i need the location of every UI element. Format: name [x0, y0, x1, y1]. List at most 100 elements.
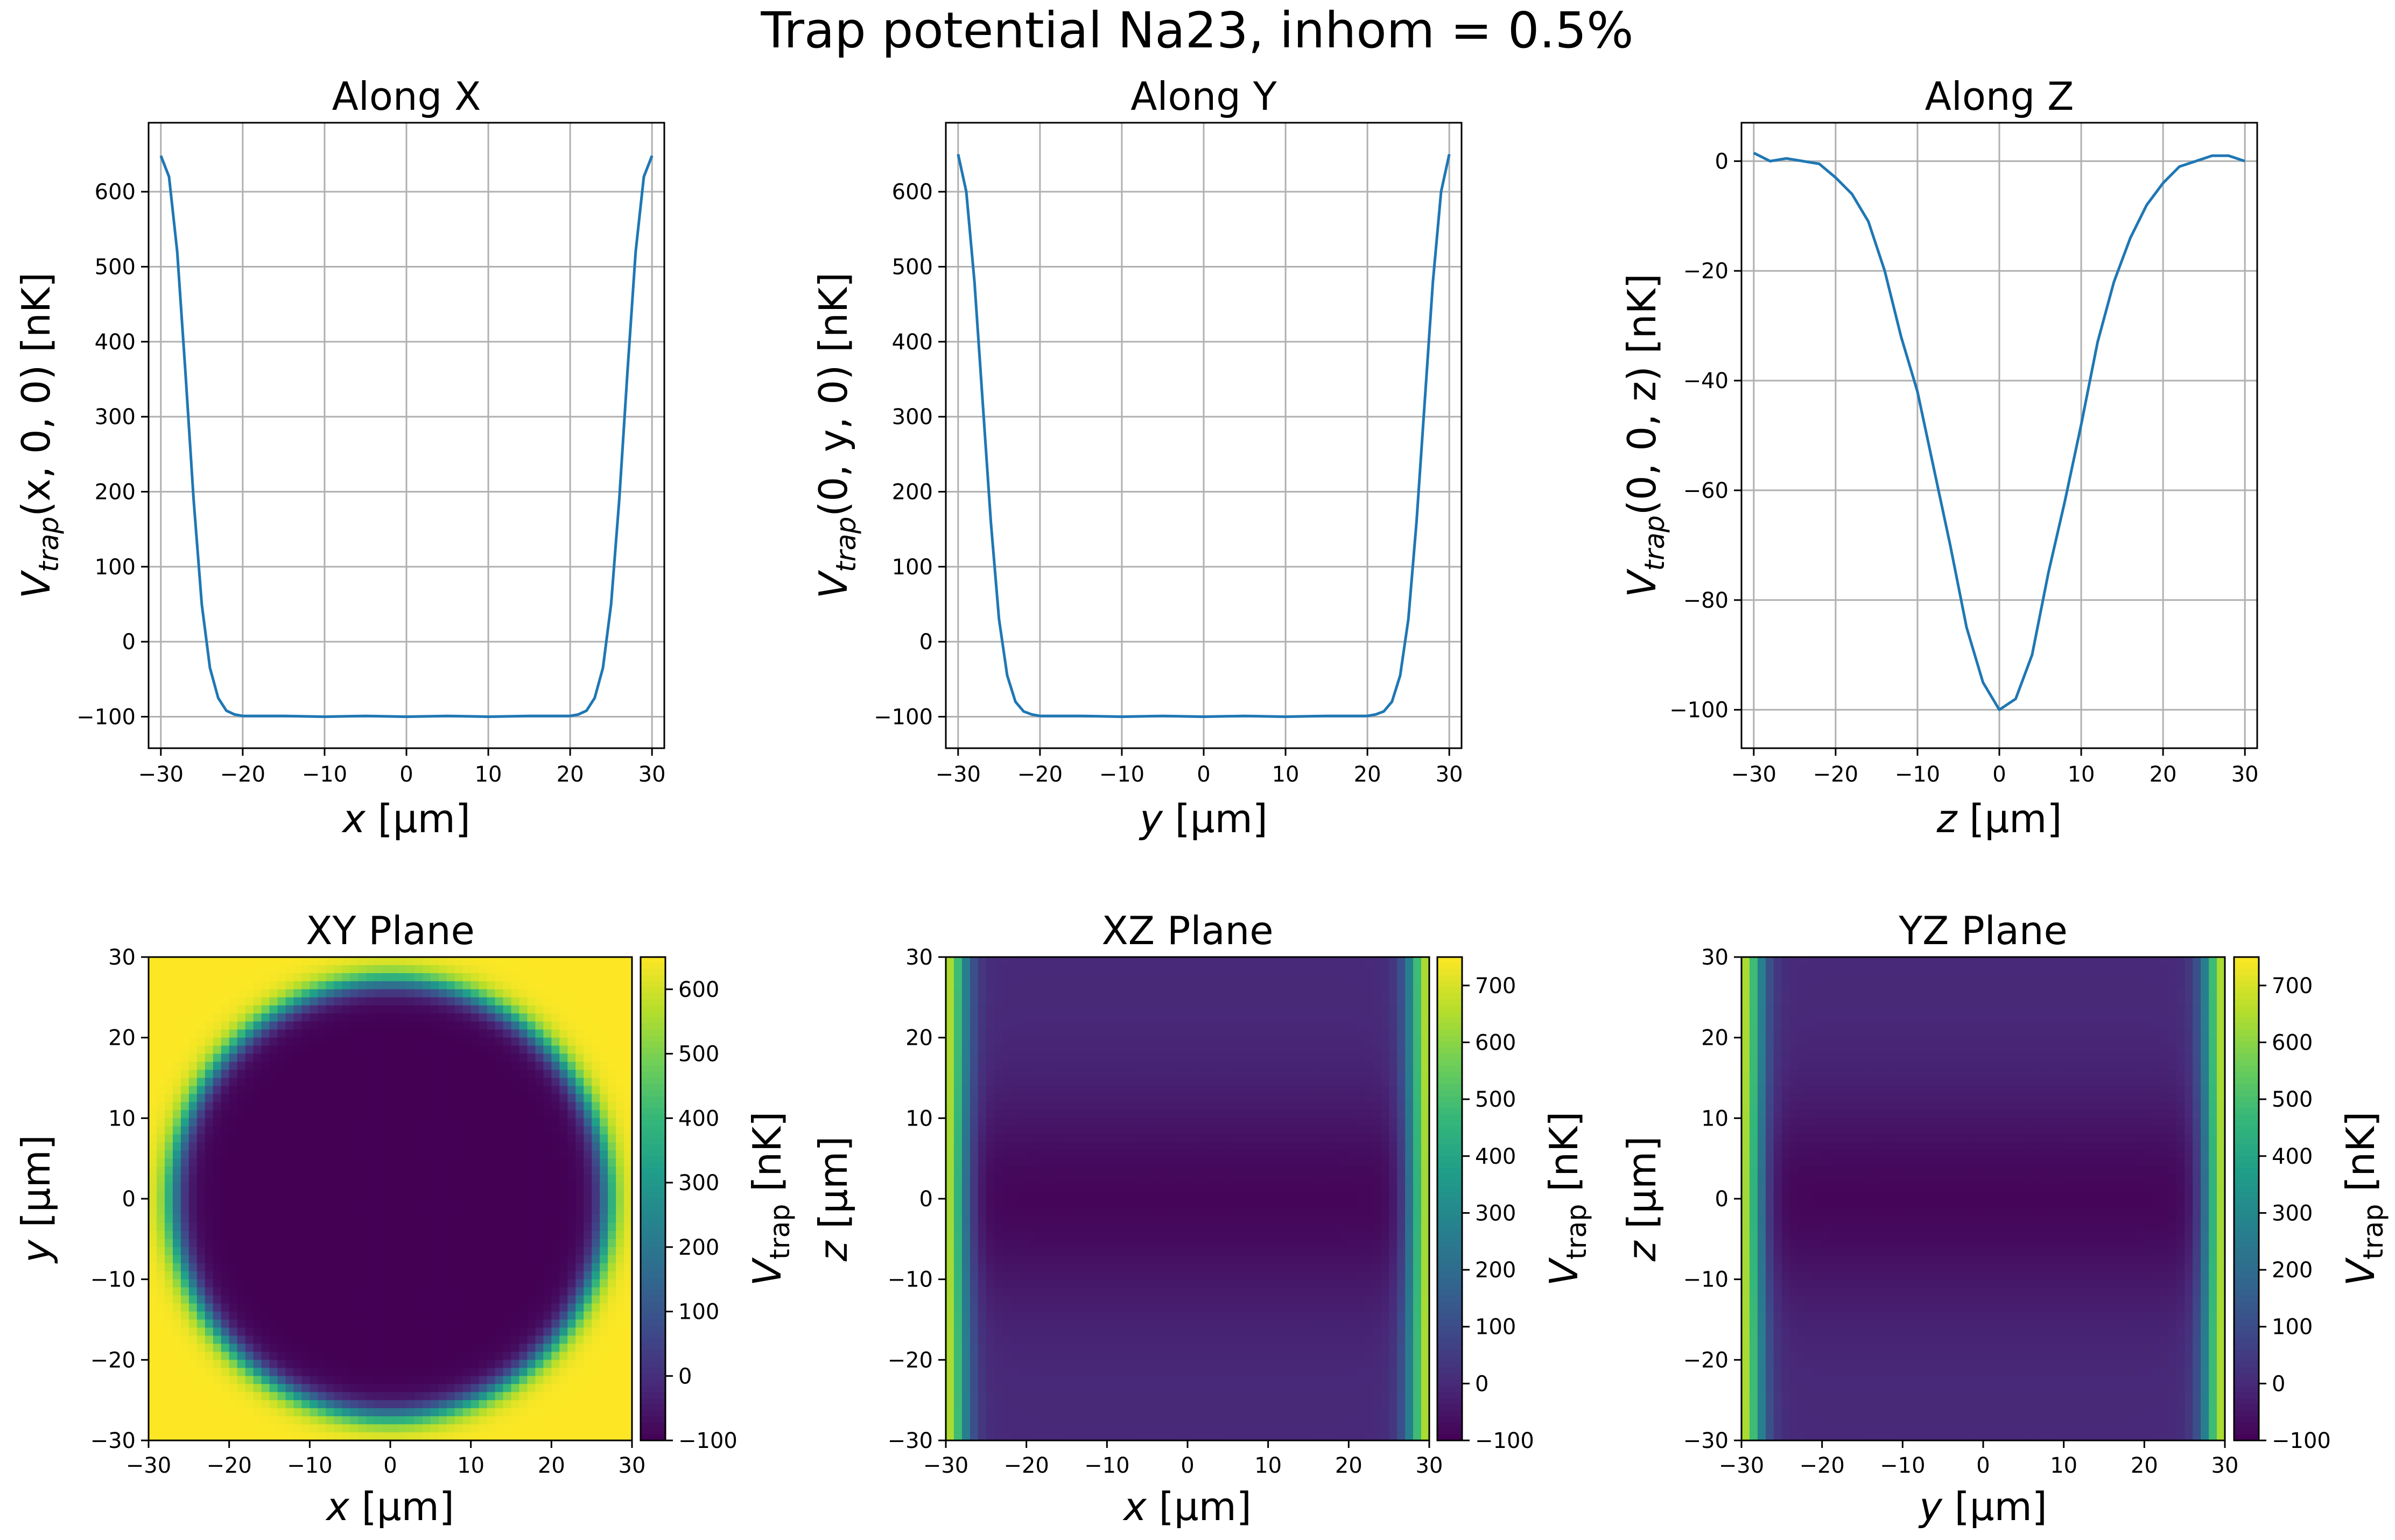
heatmap-cell: [1034, 965, 1043, 974]
heatmap-cell: [519, 1158, 528, 1167]
heatmap-cell: [326, 1408, 335, 1417]
heatmap-cell: [1373, 1029, 1381, 1038]
heatmap-cell: [616, 1295, 624, 1304]
heatmap-cell: [318, 1191, 327, 1199]
heatmap-cell: [1357, 1061, 1366, 1071]
heatmap-cell: [608, 1191, 616, 1199]
heatmap-cell: [237, 1230, 246, 1240]
heatmap-cell: [503, 957, 512, 966]
heatmap-cell: [1405, 1070, 1414, 1079]
heatmap-cell: [350, 1327, 359, 1337]
heatmap-cell: [318, 1335, 327, 1345]
heatmap-cell: [584, 1021, 592, 1030]
heatmap-cell: [358, 1335, 367, 1345]
heatmap-cell: [269, 1319, 278, 1328]
heatmap-cell: [390, 1392, 399, 1401]
heatmap-cell: [543, 1094, 552, 1103]
heatmap-cell: [470, 973, 480, 982]
heatmap-cell: [551, 1078, 560, 1087]
heatmap-cell: [245, 1279, 254, 1288]
heatmap-cell: [253, 1206, 262, 1215]
heatmap-cell: [567, 1086, 577, 1095]
heatmap-cell: [374, 1134, 383, 1143]
heatmap-cell: [446, 965, 455, 974]
heatmap-cell: [495, 1400, 504, 1409]
y-tick-label: −20: [1683, 259, 1729, 284]
heatmap-cell: [398, 1222, 407, 1232]
heatmap-cell: [616, 1037, 624, 1046]
heatmap-cell: [390, 1118, 399, 1127]
heatmap-cell: [326, 1013, 335, 1022]
heatmap-cell: [1227, 1070, 1237, 1079]
heatmap-cell: [414, 965, 423, 974]
heatmap-cell: [172, 1118, 181, 1127]
heatmap-cell: [1203, 1070, 1212, 1079]
heatmap-cell: [180, 973, 189, 982]
heatmap-cell: [616, 1360, 624, 1369]
heatmap-cell: [253, 1126, 262, 1135]
heatmap-cell: [462, 1191, 472, 1199]
heatmap-cell: [334, 1102, 342, 1111]
heatmap-cell: [479, 1271, 488, 1280]
heatmap-cell: [487, 1319, 496, 1328]
heatmap-cell: [1163, 1078, 1172, 1087]
heatmap-cell: [1373, 1053, 1381, 1063]
heatmap-cell: [406, 981, 415, 990]
heatmap-cell: [229, 1078, 238, 1087]
y-tick-label: 100: [892, 555, 933, 580]
heatmap-cell: [342, 1408, 350, 1417]
heatmap-cell: [1235, 1086, 1245, 1095]
heatmap-cell: [1284, 1029, 1293, 1038]
heatmap-cell: [350, 1295, 359, 1304]
heatmap-cell: [196, 1263, 206, 1272]
heatmap-cell: [334, 1021, 342, 1030]
heatmap-cell: [970, 957, 979, 966]
heatmap-cell: [462, 1432, 472, 1441]
heatmap-cell: [414, 1086, 423, 1095]
heatmap-cell: [164, 989, 173, 998]
heatmap-cell: [390, 1191, 399, 1199]
heatmap-cell: [503, 1110, 512, 1119]
heatmap-cell: [261, 1368, 270, 1377]
heatmap-cell: [188, 1239, 198, 1248]
heatmap-cell: [350, 1408, 359, 1417]
heatmap-cell: [261, 1150, 270, 1159]
heatmap-cell: [229, 1037, 238, 1046]
heatmap-cell: [342, 1295, 350, 1304]
heatmap-cell: [382, 1222, 391, 1232]
heatmap-cell: [156, 1150, 165, 1159]
heatmap-cell: [310, 1352, 319, 1361]
heatmap-cell: [301, 1126, 311, 1135]
heatmap-cell: [479, 981, 488, 990]
heatmap-cell: [318, 1247, 327, 1256]
colorbar-cell: [641, 1126, 665, 1133]
heatmap-cell: [462, 1392, 472, 1401]
heatmap-cell: [374, 1013, 383, 1022]
heatmap-cell: [495, 1214, 504, 1223]
heatmap-cell: [1195, 1061, 1204, 1071]
heatmap-cell: [438, 1319, 447, 1328]
heatmap-cell: [374, 1078, 383, 1087]
heatmap-cell: [398, 1295, 407, 1304]
heatmap-cell: [470, 1424, 480, 1433]
heatmap-cell: [535, 1408, 544, 1417]
heatmap-cell: [470, 1279, 480, 1288]
heatmap-cell: [519, 1183, 528, 1191]
heatmap-cell: [470, 1271, 480, 1280]
heatmap-cell: [446, 1255, 455, 1264]
heatmap-cell: [269, 1166, 278, 1175]
heatmap-cell: [1131, 957, 1140, 966]
heatmap-cell: [1050, 1021, 1059, 1030]
heatmap-cell: [511, 1158, 520, 1167]
heatmap-cell: [479, 1029, 488, 1038]
heatmap-cell: [358, 1094, 367, 1103]
heatmap-cell: [551, 1175, 560, 1183]
heatmap-cell: [1147, 965, 1156, 974]
heatmap-cell: [454, 1175, 463, 1183]
heatmap-cell: [293, 1013, 303, 1022]
heatmap-cell: [350, 957, 359, 966]
heatmap-cell: [398, 1376, 407, 1385]
heatmap-cell: [293, 1158, 303, 1167]
heatmap-cell: [269, 957, 278, 966]
heatmap-cell: [164, 997, 173, 1006]
